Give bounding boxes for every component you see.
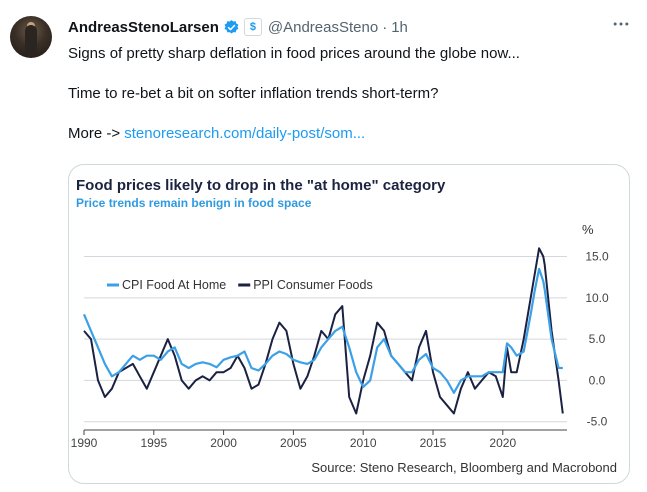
chart-title: Food prices likely to drop in the "at ho… bbox=[76, 177, 446, 194]
x-tick-label: 2020 bbox=[489, 436, 516, 450]
y-tick-label: 15.0 bbox=[585, 250, 609, 264]
author-name[interactable]: AndreasStenoLarsen bbox=[68, 18, 219, 36]
y-axis-unit: % bbox=[582, 222, 594, 237]
tweet-line-3: More -> stenoresearch.com/daily-post/som… bbox=[68, 124, 628, 144]
series-line-ppi-consumer-foods bbox=[83, 247, 564, 415]
x-tick-label: 1990 bbox=[71, 436, 98, 450]
series-line-cpi-food-at-home bbox=[82, 267, 563, 394]
x-tick-label: 2010 bbox=[350, 436, 377, 450]
y-tick-label: -5.0 bbox=[587, 415, 608, 429]
avatar-figure-body bbox=[25, 25, 37, 55]
timestamp[interactable]: 1h bbox=[391, 18, 408, 36]
x-tick-label: 2000 bbox=[210, 436, 237, 450]
x-tick-label: 1995 bbox=[140, 436, 167, 450]
tweet-line-2: Time to re-bet a bit on softer inflation… bbox=[68, 85, 439, 102]
x-tick-label: 2005 bbox=[280, 436, 307, 450]
more-icon[interactable] bbox=[608, 14, 634, 34]
author-handle[interactable]: @AndreasSteno bbox=[267, 18, 379, 36]
tweet-line-1: Signs of pretty sharp deflation in food … bbox=[68, 45, 520, 62]
tweet-text: Signs of pretty sharp deflation in food … bbox=[68, 44, 628, 144]
tweet-header: AndreasStenoLarsen $ @AndreasSteno · 1h bbox=[68, 17, 408, 37]
media-card[interactable]: Food prices likely to drop in the "at ho… bbox=[68, 164, 630, 484]
legend-label: PPI Consumer Foods bbox=[253, 278, 373, 292]
y-tick-label: 10.0 bbox=[585, 291, 609, 305]
chart-subtitle: Price trends remain benign in food space bbox=[76, 196, 312, 210]
verified-badge-icon[interactable] bbox=[223, 19, 240, 36]
avatar[interactable] bbox=[10, 16, 52, 58]
more-prefix: More -> bbox=[68, 125, 125, 142]
article-link[interactable]: stenoresearch.com/daily-post/som... bbox=[124, 125, 366, 142]
y-tick-label: 0.0 bbox=[589, 373, 606, 387]
legend-label: CPI Food At Home bbox=[122, 278, 226, 292]
x-tick-label: 2015 bbox=[420, 436, 447, 450]
chart-source: Source: Steno Research, Bloomberg and Ma… bbox=[311, 460, 617, 475]
affiliate-badge-icon[interactable]: $ bbox=[243, 18, 262, 36]
chart: Food prices likely to drop in the "at ho… bbox=[71, 177, 617, 475]
separator: · bbox=[382, 18, 388, 36]
y-tick-label: 5.0 bbox=[589, 332, 606, 346]
